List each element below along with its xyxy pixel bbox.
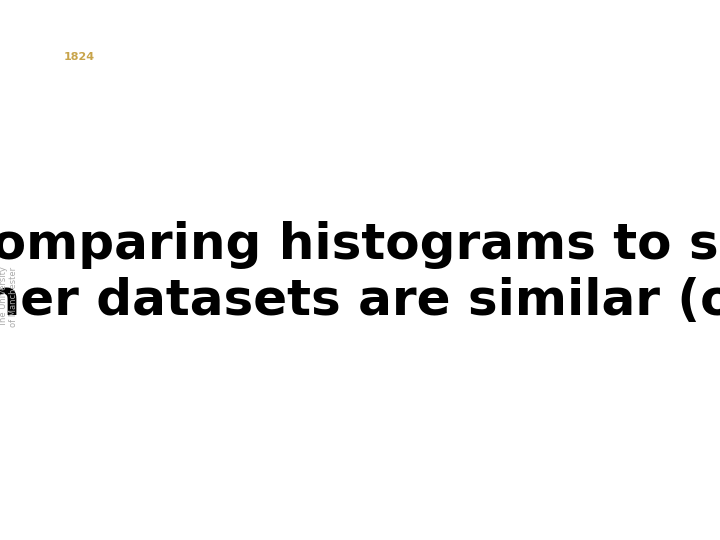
Text: MANCHESTER: MANCHESTER <box>31 29 127 42</box>
Text: 1824: 1824 <box>63 52 95 62</box>
Text: The University
of Manchester: The University of Manchester <box>0 267 18 327</box>
Text: Comparing histograms to say
whether datasets are similar (or not): Comparing histograms to say whether data… <box>0 221 720 325</box>
